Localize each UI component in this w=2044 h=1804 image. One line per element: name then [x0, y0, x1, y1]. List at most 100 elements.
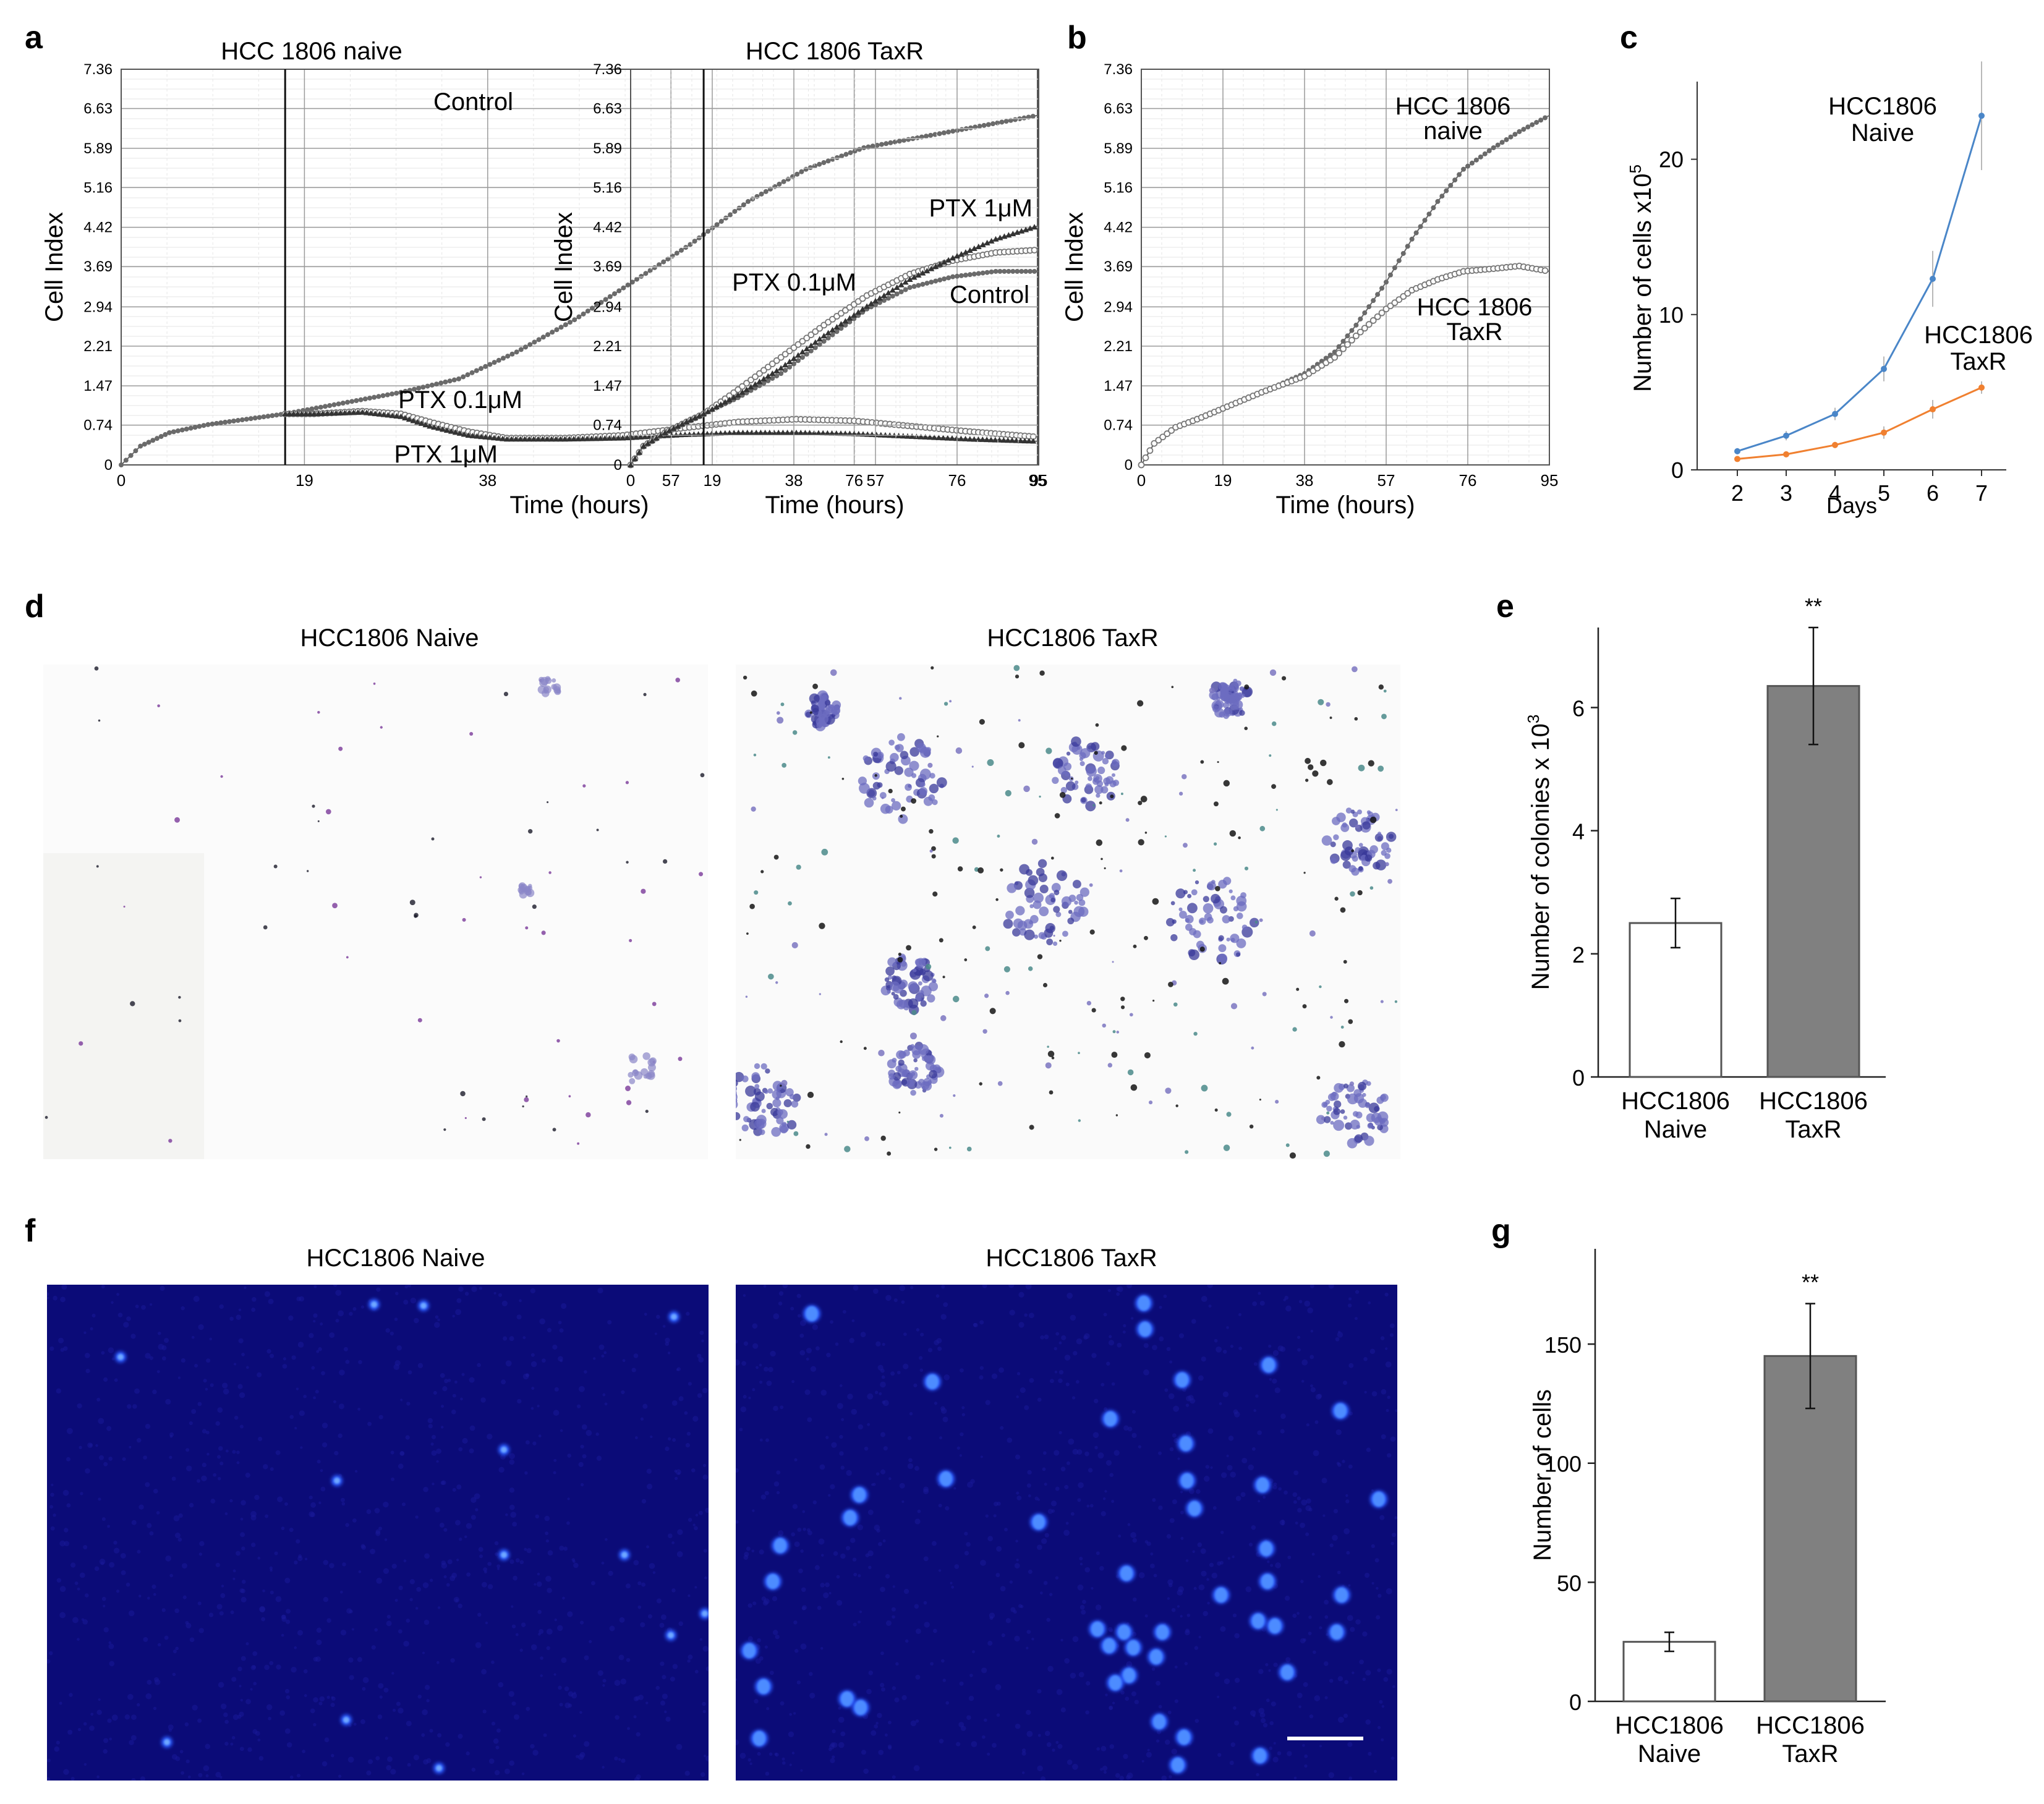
background-noise — [89, 1725, 95, 1731]
background-noise — [857, 1524, 864, 1531]
background-noise — [1067, 1759, 1073, 1765]
significance-mark: ** — [1805, 594, 1822, 619]
background-noise — [178, 1513, 183, 1518]
background-noise — [1232, 1555, 1235, 1559]
background-noise — [496, 1728, 501, 1733]
chart-title: HCC 1806 naive — [221, 38, 402, 65]
background-noise — [766, 1381, 772, 1386]
cell-cluster — [1229, 889, 1233, 893]
cell-cluster — [1333, 834, 1339, 840]
background-noise — [641, 1499, 647, 1504]
background-noise — [1314, 1695, 1321, 1701]
data-point — [696, 412, 703, 419]
data-point — [588, 435, 595, 441]
data-point — [739, 383, 746, 390]
cell-cluster — [1052, 776, 1059, 784]
background-noise — [891, 1607, 896, 1612]
background-noise — [321, 1371, 325, 1376]
data-point — [825, 330, 832, 336]
cell-cluster — [1203, 896, 1209, 903]
x-axis-label: Time (hours) — [1275, 491, 1415, 519]
cell-speck — [1059, 791, 1066, 798]
background-noise — [1348, 1464, 1353, 1469]
data-point — [606, 435, 613, 441]
y-tick-label: 5.16 — [83, 179, 113, 196]
background-noise — [452, 1487, 456, 1492]
data-point — [1371, 298, 1376, 304]
cell-cluster — [929, 1070, 937, 1079]
data-point — [786, 347, 793, 355]
background-noise — [584, 1655, 589, 1661]
cell-cluster — [1024, 929, 1035, 940]
background-noise — [579, 1711, 582, 1714]
background-noise — [210, 1383, 214, 1387]
background-noise — [652, 1571, 656, 1574]
background-noise — [1324, 1696, 1328, 1700]
background-noise — [1109, 1705, 1114, 1710]
cell-speck — [911, 1010, 917, 1016]
cell-speck — [773, 854, 779, 860]
cell-cluster — [1355, 1111, 1363, 1119]
background-noise — [644, 1313, 647, 1316]
background-noise — [1108, 1340, 1115, 1346]
background-noise — [627, 1727, 630, 1730]
background-noise — [1084, 1451, 1089, 1457]
nucleus — [1150, 1649, 1162, 1664]
background-noise — [383, 1501, 389, 1508]
background-noise — [927, 1348, 933, 1353]
cell-speck — [1339, 1040, 1345, 1048]
background-noise — [191, 1335, 195, 1339]
cell-speck — [414, 913, 419, 918]
background-noise — [1328, 1772, 1335, 1779]
cell-speck — [409, 900, 415, 906]
data-point — [350, 409, 357, 415]
nucleus — [371, 1301, 377, 1308]
cell-cluster — [1233, 678, 1238, 683]
background-noise — [1292, 1614, 1297, 1618]
cell-cluster — [920, 1000, 927, 1007]
background-noise — [991, 1373, 998, 1379]
data-point — [757, 383, 762, 388]
background-noise — [761, 1596, 767, 1601]
background-noise — [702, 1463, 707, 1467]
background-noise — [747, 1636, 753, 1641]
cell-cluster — [888, 739, 895, 746]
cell-speck — [1292, 1027, 1297, 1032]
data-point — [590, 305, 595, 311]
background-noise — [441, 1560, 446, 1565]
cell-cluster — [1165, 917, 1175, 927]
background-noise — [584, 1741, 590, 1747]
background-noise — [218, 1446, 223, 1451]
data-point — [769, 360, 776, 367]
background-noise — [1018, 1322, 1024, 1328]
data-point — [794, 341, 802, 348]
background-noise — [915, 1628, 921, 1634]
cell-cluster — [1351, 867, 1360, 876]
cell-speck — [751, 690, 757, 697]
data-point — [495, 435, 502, 441]
cell-cluster — [1044, 928, 1054, 938]
background-noise — [1101, 1746, 1107, 1751]
y-tick-label: 2.94 — [83, 299, 113, 315]
data-point — [1396, 258, 1402, 263]
background-noise — [907, 1436, 912, 1440]
background-noise — [1376, 1586, 1379, 1590]
background-noise — [199, 1541, 205, 1546]
background-noise — [691, 1468, 696, 1473]
background-noise — [56, 1388, 61, 1394]
background-noise — [319, 1696, 325, 1702]
data-point — [429, 382, 435, 388]
cell-cluster — [1241, 924, 1248, 930]
cell-cluster — [918, 1044, 929, 1055]
background-noise — [83, 1763, 87, 1766]
cell-speck — [972, 925, 976, 929]
background-noise — [1021, 1751, 1026, 1756]
background-noise — [1322, 1514, 1326, 1517]
background-noise — [1194, 1719, 1199, 1724]
background-noise — [126, 1316, 131, 1321]
background-noise — [567, 1611, 573, 1617]
nucleus — [117, 1354, 124, 1360]
background-noise — [296, 1774, 300, 1778]
cell-cluster — [1211, 693, 1219, 701]
background-noise — [1273, 1742, 1276, 1745]
